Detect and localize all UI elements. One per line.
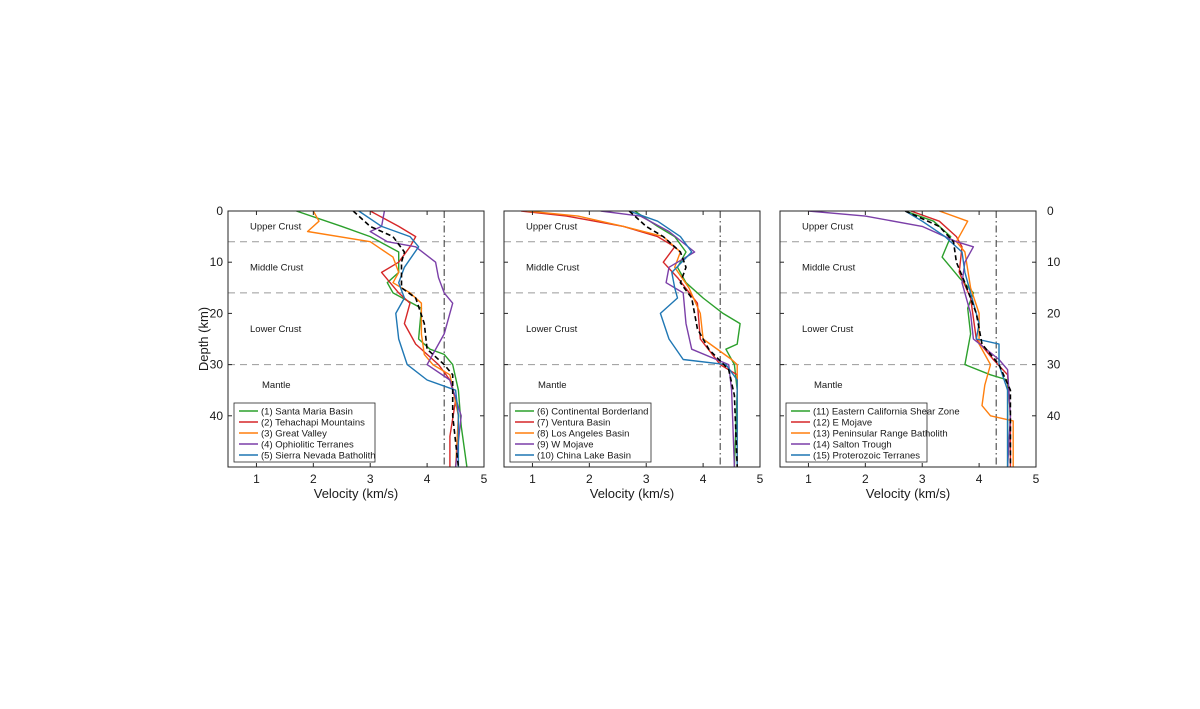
x-tick-label: 3: [919, 472, 926, 486]
x-axis-label: Velocity (km/s): [314, 486, 399, 501]
y-tick-label: 40: [210, 409, 224, 423]
y-tick-label: 30: [1047, 358, 1061, 372]
series-line: [634, 211, 741, 467]
panel-2: Upper Crust Middle Crust Lower Crust Mantle…: [503, 210, 764, 501]
layer-label: Middle Crust: [250, 262, 304, 273]
x-tick-label: 1: [253, 472, 260, 486]
y-tick-label: 0: [216, 204, 223, 218]
legend-entry: (1) Santa Maria Basin: [261, 406, 353, 417]
average-profile-line: [352, 211, 460, 467]
x-tick-label: 4: [424, 472, 431, 486]
series-line: [369, 211, 462, 467]
legend-entry: (3) Great Valley: [261, 428, 327, 439]
x-tick-label: 4: [700, 472, 707, 486]
y-tick-label: 10: [210, 255, 224, 269]
legend: (1) Santa Maria Basin(2) Tehachapi Mount…: [233, 402, 376, 463]
average-profile-line: [628, 211, 738, 467]
legend-entry: (11) Eastern California Shear Zone: [813, 406, 960, 417]
layer-label: Mantle: [538, 380, 567, 391]
layer-label: Mantle: [814, 380, 843, 391]
x-tick-label: 3: [643, 472, 650, 486]
y-tick-label: 30: [210, 358, 224, 372]
series-line: [369, 211, 457, 467]
series-group: [296, 211, 468, 467]
series-group: [521, 211, 741, 467]
layer-label: Upper Crust: [526, 221, 578, 232]
layer-label: Upper Crust: [802, 221, 854, 232]
x-tick-label: 4: [976, 472, 983, 486]
series-line: [358, 211, 460, 467]
legend-entry: (14) Salton Trough: [813, 439, 892, 450]
series-group: [808, 211, 1014, 467]
layer-label: Lower Crust: [802, 324, 854, 335]
legend-entry: (12) E Mojave: [813, 417, 872, 428]
y-tick-label: 20: [210, 306, 224, 320]
x-tick-label: 2: [310, 472, 317, 486]
series-line: [526, 211, 738, 467]
series-line: [904, 211, 1009, 467]
y-tick-label: 10: [1047, 255, 1061, 269]
panel-3: Upper Crust Middle Crust Lower Crust Mantle…: [779, 204, 1061, 501]
legend-entry: (9) W Mojave: [537, 439, 593, 450]
axes-frame: [227, 210, 485, 468]
layer-label: Middle Crust: [802, 262, 856, 273]
legend-entry: (5) Sierra Nevada Batholith: [261, 450, 376, 461]
x-tick-label: 5: [757, 472, 764, 486]
panel-1: Upper Crust Middle Crust Lower Crust Mantle…: [196, 204, 488, 501]
axes-frame: [503, 210, 761, 468]
x-tick-label: 2: [862, 472, 869, 486]
legend-entry: (10) China Lake Basin: [537, 450, 631, 461]
legend-entry: (7) Ventura Basin: [537, 417, 610, 428]
series-line: [808, 211, 1012, 467]
legend: (6) Continental Borderland(7) Ventura Ba…: [509, 402, 652, 463]
y-axis-label: Depth (km): [196, 307, 211, 371]
layer-label: Upper Crust: [250, 221, 302, 232]
series-line: [628, 211, 738, 467]
x-tick-label: 5: [481, 472, 488, 486]
layer-label: Lower Crust: [526, 324, 578, 335]
legend-entry: (15) Proterozoic Terranes: [813, 450, 920, 461]
legend-entry: (13) Peninsular Range Batholith: [813, 428, 948, 439]
x-tick-label: 1: [529, 472, 536, 486]
layer-label: Mantle: [262, 380, 291, 391]
x-tick-label: 5: [1033, 472, 1040, 486]
y-tick-label: 20: [1047, 306, 1061, 320]
legend-entry: (4) Ophiolitic Terranes: [261, 439, 354, 450]
legend-entry: (6) Continental Borderland: [537, 406, 648, 417]
y-tick-label: 0: [1047, 204, 1054, 218]
x-axis-label: Velocity (km/s): [866, 486, 951, 501]
legend: (11) Eastern California Shear Zone(12) E…: [785, 402, 960, 463]
x-tick-label: 1: [805, 472, 812, 486]
x-tick-label: 2: [586, 472, 593, 486]
x-tick-label: 3: [367, 472, 374, 486]
layer-label: Lower Crust: [250, 324, 302, 335]
y-tick-label: 40: [1047, 409, 1061, 423]
layer-label: Middle Crust: [526, 262, 580, 273]
series-line: [306, 211, 460, 467]
x-axis-label: Velocity (km/s): [590, 486, 675, 501]
legend-entry: (2) Tehachapi Mountains: [261, 417, 365, 428]
legend-entry: (8) Los Angeles Basin: [537, 428, 629, 439]
axes-frame: [779, 210, 1037, 468]
